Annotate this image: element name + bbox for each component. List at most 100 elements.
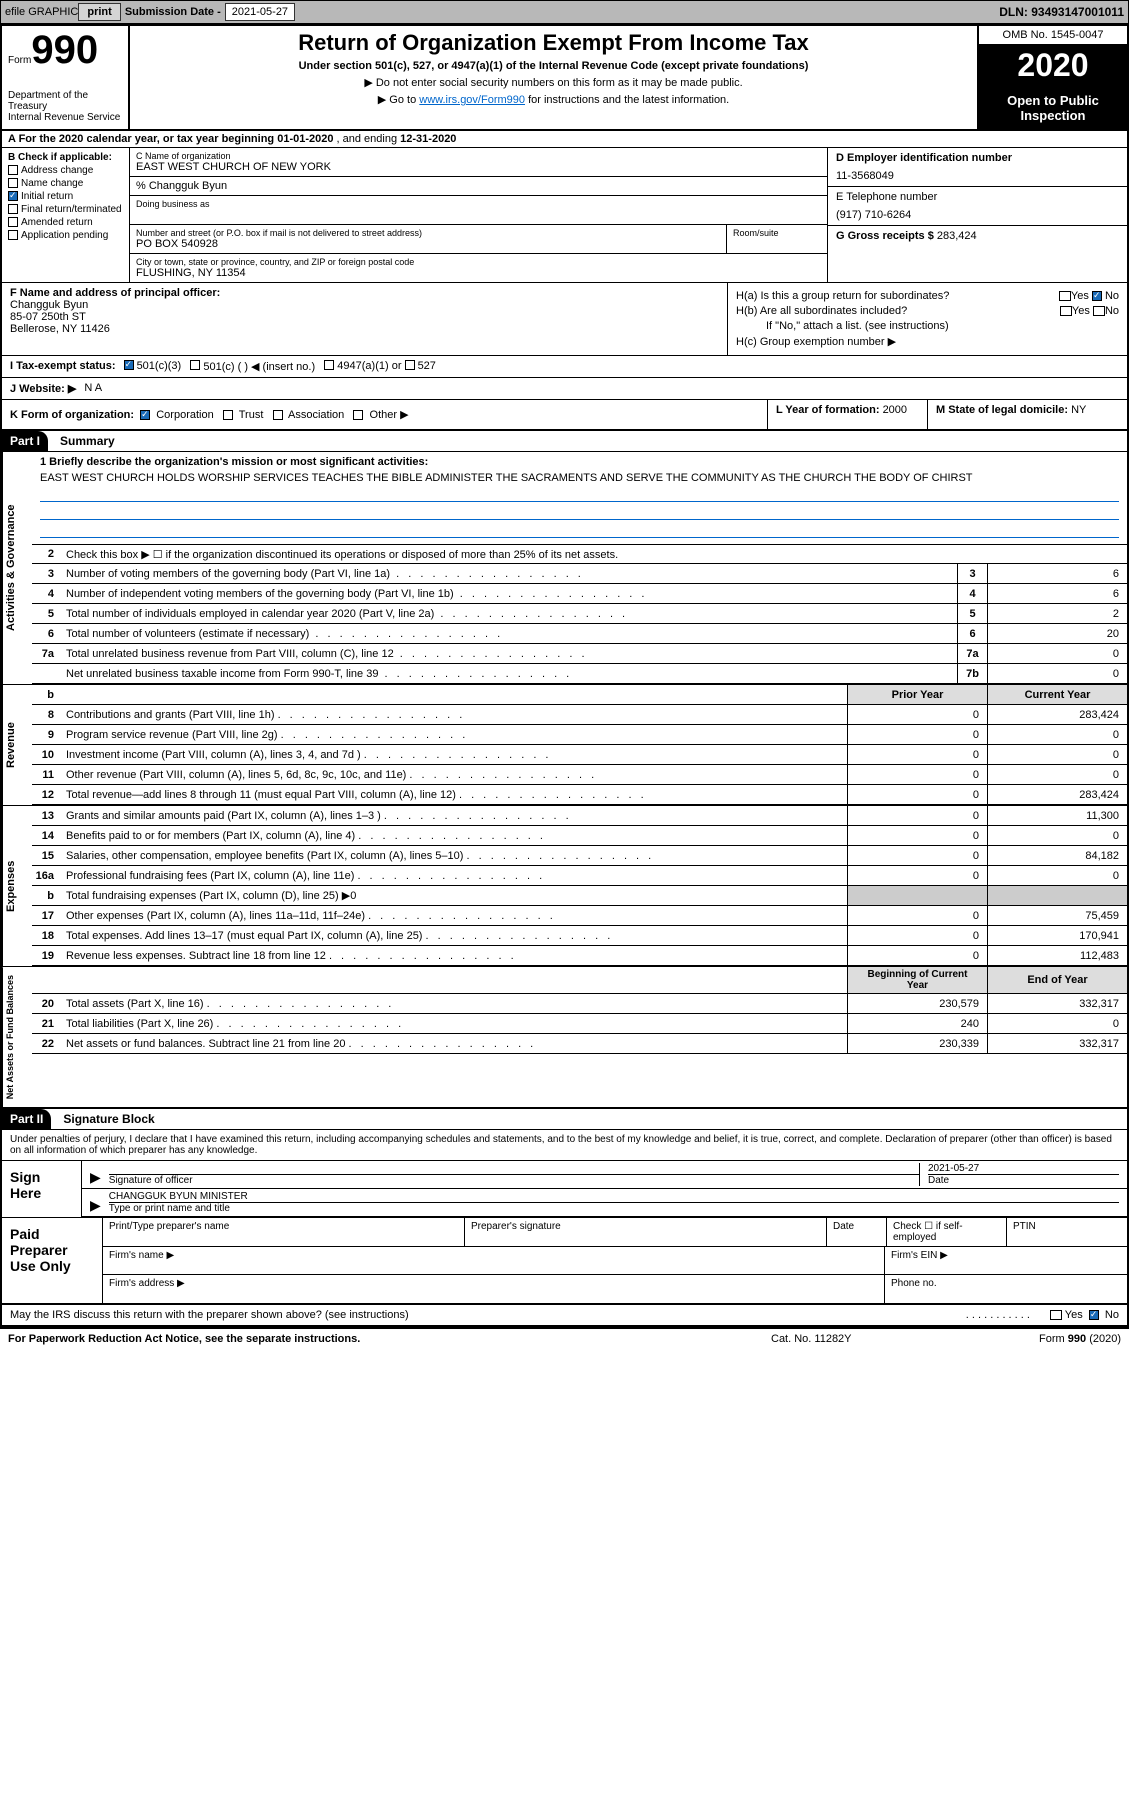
line-val: 6 bbox=[987, 564, 1127, 583]
brief-text: EAST WEST CHURCH HOLDS WORSHIP SERVICES … bbox=[40, 472, 1119, 484]
line-current: 0 bbox=[987, 725, 1127, 744]
line-val: 0 bbox=[987, 644, 1127, 663]
addr-label: Number and street (or P.O. box if mail i… bbox=[136, 228, 720, 238]
opt-4947: 4947(a)(1) or bbox=[337, 360, 401, 373]
chk-label-1: Name change bbox=[21, 178, 83, 189]
line-num: 19 bbox=[32, 950, 62, 962]
year-formation-label: L Year of formation: bbox=[776, 404, 883, 416]
line-num: 7a bbox=[32, 648, 62, 660]
firm-ein-label: Firm's EIN ▶ bbox=[885, 1247, 1127, 1274]
line-prior: 0 bbox=[847, 725, 987, 744]
form990-link[interactable]: www.irs.gov/Form990 bbox=[419, 94, 525, 106]
line-num: 14 bbox=[32, 830, 62, 842]
hb-yes-box[interactable] bbox=[1060, 306, 1072, 316]
ein-label: D Employer identification number bbox=[836, 152, 1012, 164]
sig-name-label: Type or print name and title bbox=[109, 1202, 1119, 1214]
line-prior: 0 bbox=[847, 705, 987, 724]
hb-label: H(b) Are all subordinates included? bbox=[736, 305, 907, 317]
line-text: Total assets (Part X, line 16) bbox=[62, 996, 847, 1012]
org-name: EAST WEST CHURCH OF NEW YORK bbox=[136, 161, 821, 173]
line-num: 17 bbox=[32, 910, 62, 922]
line-num: 20 bbox=[32, 998, 62, 1010]
chk-501c3[interactable] bbox=[124, 360, 134, 370]
chk-527[interactable] bbox=[405, 360, 415, 370]
line-current: 0 bbox=[987, 745, 1127, 764]
line-prior: 230,579 bbox=[847, 994, 987, 1013]
ein-value: 11-3568049 bbox=[836, 170, 1119, 182]
chk-assoc[interactable] bbox=[273, 410, 283, 420]
note-goto-prefix: ▶ Go to bbox=[378, 94, 419, 106]
line-prior: 0 bbox=[847, 926, 987, 945]
sig-intro: Under penalties of perjury, I declare th… bbox=[2, 1130, 1127, 1161]
form-footer: 990 bbox=[1068, 1333, 1086, 1345]
chk-address-change[interactable] bbox=[8, 165, 18, 175]
sig-date-label: Date bbox=[928, 1174, 1119, 1186]
ptin-label: PTIN bbox=[1007, 1218, 1127, 1246]
opt-501c: 501(c) ( ) ◀ (insert no.) bbox=[203, 360, 315, 373]
opt-trust: Trust bbox=[239, 409, 264, 421]
submission-date: 2021-05-27 bbox=[225, 3, 295, 21]
line-num: 22 bbox=[32, 1038, 62, 1050]
line-text: Net unrelated business taxable income fr… bbox=[62, 666, 957, 682]
hb-no-box[interactable] bbox=[1093, 306, 1105, 316]
sig-arrow-icon-2: ▶ bbox=[90, 1197, 101, 1214]
chk-corp[interactable] bbox=[140, 410, 150, 420]
phone-label: E Telephone number bbox=[836, 191, 1119, 203]
chk-initial-return[interactable] bbox=[8, 191, 18, 201]
line-num: 3 bbox=[32, 568, 62, 580]
phone-value: (917) 710-6264 bbox=[836, 209, 1119, 221]
line-current: 84,182 bbox=[987, 846, 1127, 865]
part1-title: Summary bbox=[48, 434, 115, 448]
tab-activities: Activities & Governance bbox=[2, 452, 32, 684]
line-current: 11,300 bbox=[987, 806, 1127, 825]
chk-amended[interactable] bbox=[8, 217, 18, 227]
line-num: 5 bbox=[32, 608, 62, 620]
chk-final-return[interactable] bbox=[8, 204, 18, 214]
line-prior: 240 bbox=[847, 1014, 987, 1033]
chk-4947[interactable] bbox=[324, 360, 334, 370]
ha-no-box[interactable] bbox=[1092, 291, 1102, 301]
ha-yes-box[interactable] bbox=[1059, 291, 1071, 301]
ha-label: H(a) Is this a group return for subordin… bbox=[736, 290, 949, 302]
discuss-no-box[interactable] bbox=[1089, 1310, 1099, 1320]
chk-label-3: Final return/terminated bbox=[21, 204, 122, 215]
line-current bbox=[987, 886, 1127, 905]
begin-year-hdr: Beginning of Current Year bbox=[847, 967, 987, 993]
chk-pending[interactable] bbox=[8, 230, 18, 240]
gross-value: 283,424 bbox=[937, 230, 977, 242]
line-text: Total number of volunteers (estimate if … bbox=[62, 626, 957, 642]
officer-addr2: Bellerose, NY 11426 bbox=[10, 323, 719, 335]
chk-other[interactable] bbox=[353, 410, 363, 420]
chk-trust[interactable] bbox=[223, 410, 233, 420]
line-text: Number of independent voting members of … bbox=[62, 586, 957, 602]
chk-label-2: Initial return bbox=[21, 191, 73, 202]
opt-501c3: 501(c)(3) bbox=[137, 360, 182, 373]
line-num: 13 bbox=[32, 810, 62, 822]
discuss-yes-box[interactable] bbox=[1050, 1310, 1062, 1320]
org-name-label: C Name of organization bbox=[136, 151, 821, 161]
line-num: b bbox=[32, 890, 62, 902]
line-val: 2 bbox=[987, 604, 1127, 623]
form-subtitle: Under section 501(c), 527, or 4947(a)(1)… bbox=[138, 60, 969, 72]
ha-no: No bbox=[1105, 290, 1119, 302]
prep-sig-label: Preparer's signature bbox=[465, 1218, 827, 1246]
print-button[interactable]: print bbox=[78, 3, 120, 21]
hc-label: H(c) Group exemption number ▶ bbox=[736, 335, 1119, 348]
chk-label-4: Amended return bbox=[21, 217, 93, 228]
line-text: Salaries, other compensation, employee b… bbox=[62, 848, 847, 864]
sig-name-value: CHANGGUK BYUN MINISTER bbox=[109, 1191, 1119, 1202]
chk-501c[interactable] bbox=[190, 360, 200, 370]
line-box: 7a bbox=[957, 644, 987, 663]
line-box: 4 bbox=[957, 584, 987, 603]
end-year-hdr: End of Year bbox=[987, 967, 1127, 993]
inspection-label: Open to Public Inspection bbox=[979, 87, 1127, 129]
firm-name-label: Firm's name ▶ bbox=[103, 1247, 885, 1274]
line-num: 12 bbox=[32, 789, 62, 801]
row-a-end: 12-31-2020 bbox=[400, 133, 456, 145]
line-num: 9 bbox=[32, 729, 62, 741]
officer-name: Changguk Byun bbox=[10, 299, 719, 311]
chk-name-change[interactable] bbox=[8, 178, 18, 188]
line-current: 75,459 bbox=[987, 906, 1127, 925]
firm-addr-label: Firm's address ▶ bbox=[103, 1275, 885, 1303]
line-current: 283,424 bbox=[987, 705, 1127, 724]
